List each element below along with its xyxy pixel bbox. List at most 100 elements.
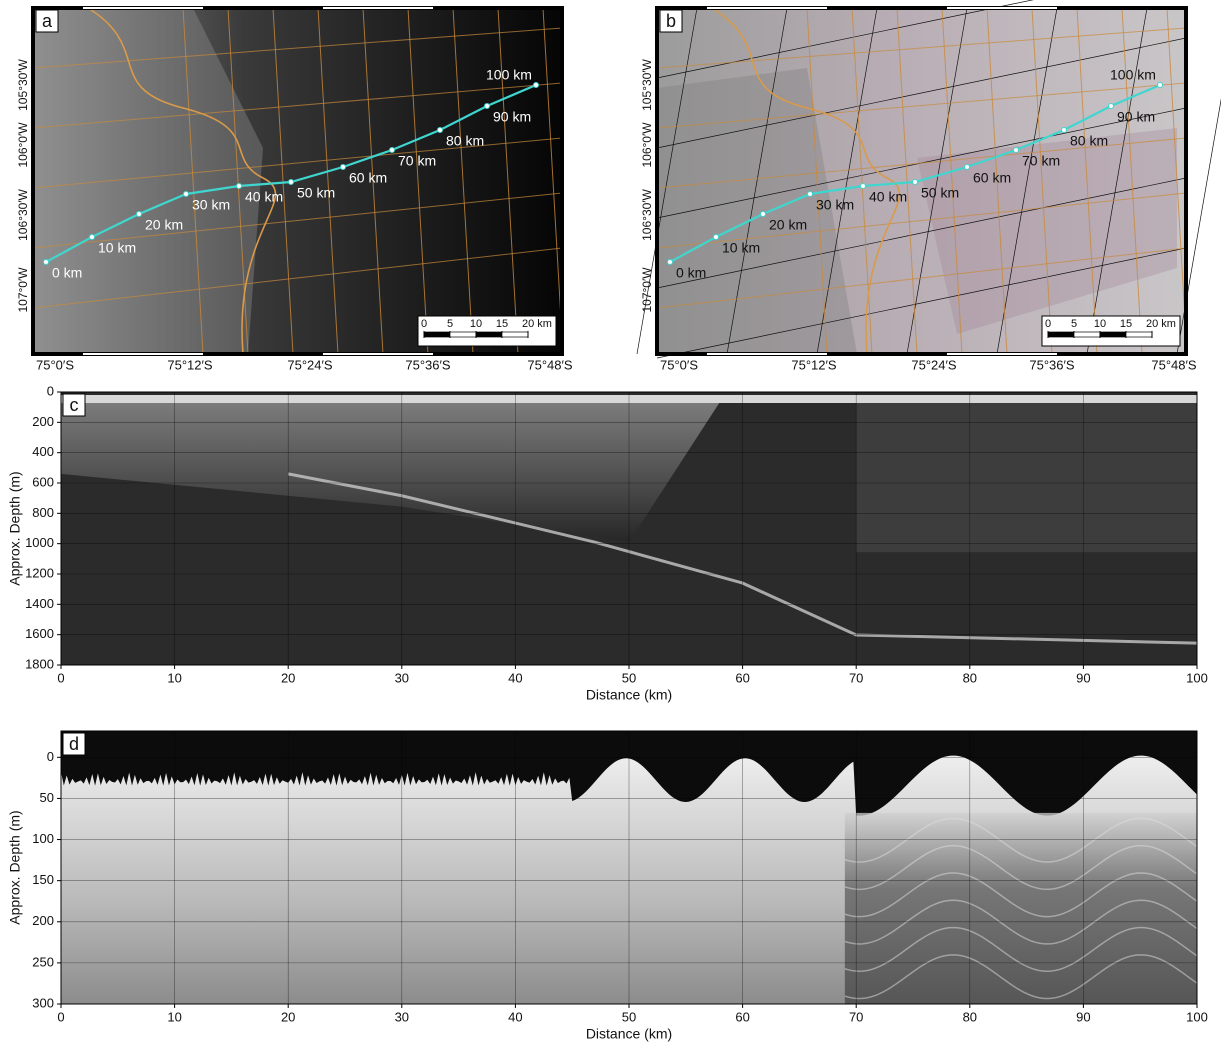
scale-segment — [1099, 331, 1127, 338]
y-tick-label: 150 — [32, 872, 54, 887]
lat-label: 75°24′S — [287, 357, 333, 372]
graticule — [656, 247, 1187, 359]
lon-label: 106°30′W — [640, 188, 654, 240]
scale-tick-label: 10 — [1094, 318, 1106, 330]
track-marker — [964, 164, 970, 170]
track-label: 10 km — [722, 240, 760, 256]
track-label: 70 km — [1022, 153, 1060, 169]
graticule — [656, 177, 1187, 289]
track-label: 20 km — [769, 217, 807, 233]
y-tick-label: 1600 — [25, 626, 54, 641]
track-marker — [860, 183, 866, 189]
lon-label: 105°30′W — [16, 58, 30, 110]
track-label: 80 km — [446, 133, 484, 149]
track-marker — [236, 183, 242, 189]
x-tick-label: 0 — [57, 1009, 64, 1024]
track-label: 40 km — [869, 189, 907, 205]
pink-patch — [917, 128, 1177, 334]
flight-line — [182, 7, 204, 355]
y-tick-label: 0 — [47, 749, 54, 764]
internal-layer — [844, 844, 1198, 891]
track-label: 60 km — [349, 170, 387, 186]
track-marker — [1157, 82, 1163, 88]
track-label: 50 km — [921, 185, 959, 201]
scale-tick-label: 20 km — [1146, 318, 1176, 330]
scale-segment — [449, 331, 477, 338]
internal-layer — [844, 926, 1198, 972]
y-tick-label: 200 — [32, 414, 54, 429]
x-tick-label: 40 — [508, 1009, 522, 1024]
flight-line — [656, 192, 1187, 249]
x-axis-label: Distance (km) — [586, 687, 672, 703]
track-label: 0 km — [676, 265, 706, 281]
bed-reflector — [287, 472, 1198, 645]
scale-segment — [1125, 331, 1153, 338]
track-label: 80 km — [1070, 133, 1108, 149]
y-tick-label: 400 — [32, 444, 54, 459]
ice-texture — [33, 8, 263, 354]
flight-line — [941, 7, 963, 355]
grounding-line — [711, 7, 901, 355]
x-tick-label: 10 — [167, 1009, 181, 1024]
x-tick-label: 10 — [167, 670, 181, 685]
x-axis-label: Distance (km) — [586, 1026, 672, 1042]
x-tick-label: 80 — [963, 670, 977, 685]
track-marker — [912, 179, 918, 185]
track-marker — [1013, 147, 1019, 153]
x-tick-label: 50 — [622, 670, 636, 685]
track-marker — [667, 259, 673, 265]
lon-label: 106°30′W — [16, 188, 30, 240]
track-label: 90 km — [493, 109, 531, 125]
panel-label: b — [666, 11, 676, 31]
x-tick-label: 0 — [57, 670, 64, 685]
track-label: 30 km — [816, 197, 854, 213]
lat-label: 75°48′S — [527, 357, 573, 372]
graticule — [656, 0, 1034, 79]
flight-line — [1031, 7, 1053, 355]
flight-line — [362, 7, 384, 355]
x-tick-label: 30 — [395, 670, 409, 685]
track-label: 50 km — [297, 185, 335, 201]
graticule — [1086, 7, 1148, 355]
map-frame — [31, 6, 564, 356]
flight-line — [272, 7, 294, 355]
scale-tick-label: 5 — [447, 318, 453, 330]
x-tick-label: 100 — [1186, 1009, 1208, 1024]
flight-line — [542, 7, 564, 355]
scale-box — [1041, 315, 1181, 347]
track-marker — [340, 164, 346, 170]
y-tick-label: 1000 — [25, 535, 54, 550]
scale-box — [417, 315, 557, 347]
lon-label: 107°0′W — [16, 267, 30, 313]
track-marker — [389, 147, 395, 153]
track-label: 60 km — [973, 170, 1011, 186]
track-label: 100 km — [486, 67, 532, 83]
y-tick-label: 100 — [32, 831, 54, 846]
x-tick-label: 80 — [963, 1009, 977, 1024]
track-marker — [713, 234, 719, 240]
x-tick-label: 60 — [735, 670, 749, 685]
y-tick-label: 50 — [40, 790, 54, 805]
flight-line — [1076, 7, 1098, 355]
x-tick-label: 60 — [735, 1009, 749, 1024]
lat-label: 75°0′S — [36, 357, 74, 372]
radar-upper — [856, 402, 1197, 553]
flight-line — [32, 137, 563, 189]
graticule — [996, 7, 1058, 355]
flight-line — [656, 137, 1187, 189]
x-tick-label: 20 — [281, 670, 295, 685]
flight-line — [32, 82, 563, 129]
y-tick-label: 300 — [32, 995, 54, 1010]
x-tick-label: 20 — [281, 1009, 295, 1024]
scale-tick-label: 10 — [470, 318, 482, 330]
x-tick-label: 70 — [849, 670, 863, 685]
track-marker — [288, 179, 294, 185]
internal-layer — [844, 954, 1198, 1000]
flight-line — [896, 7, 918, 355]
lon-label: 106°0′W — [16, 122, 30, 168]
flight-line — [656, 27, 1187, 69]
flight-line — [1121, 7, 1143, 355]
scale-tick-label: 15 — [1120, 318, 1132, 330]
